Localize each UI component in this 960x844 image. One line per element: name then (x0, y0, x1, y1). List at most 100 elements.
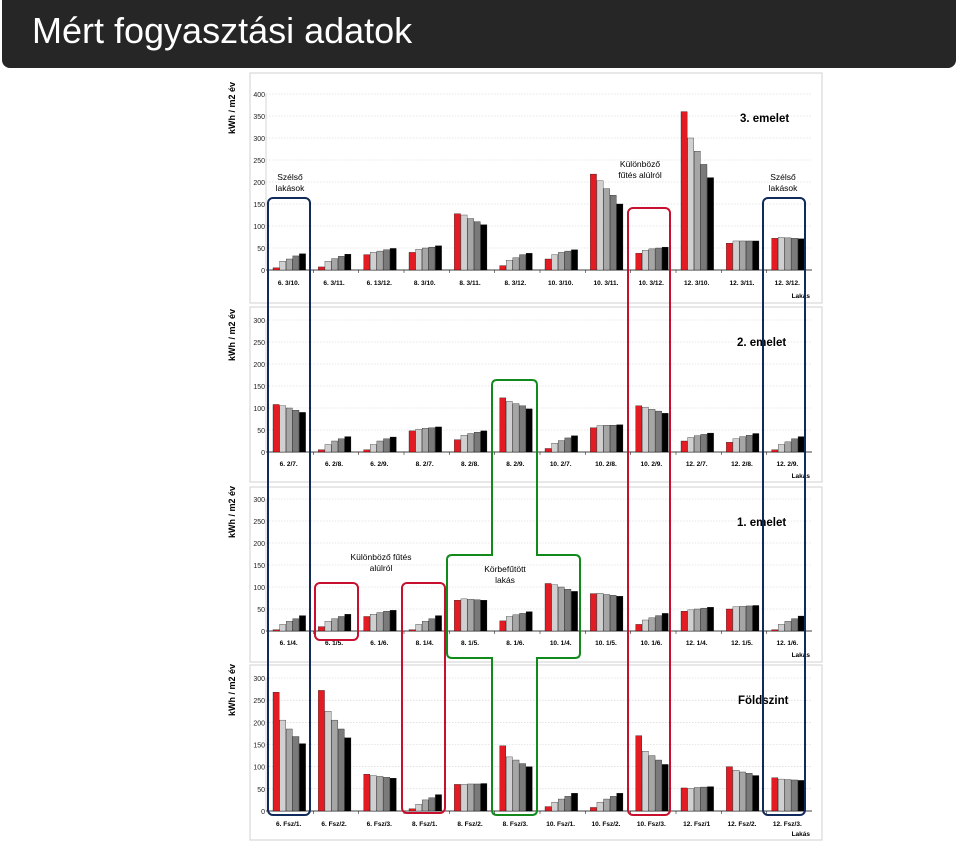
chart-panel-4: kWh / m2 év 0 50 100 150 200 250 300 6. Fsz/1. 6.… (222, 662, 823, 841)
x-tick-label: 8. Fsz/3. (503, 821, 528, 828)
bar (571, 591, 578, 632)
bar (680, 111, 688, 271)
bar (422, 428, 429, 453)
bar-group (408, 615, 442, 632)
bar (506, 401, 513, 453)
bar (752, 605, 760, 632)
bar (331, 719, 338, 812)
ylabel-bg (222, 484, 238, 540)
bar (655, 410, 662, 453)
bar (324, 711, 332, 812)
bar (376, 776, 384, 812)
bar (422, 621, 429, 632)
bar (460, 598, 468, 632)
y-axis-label: kWh / m2 év (227, 309, 237, 361)
x-tick-label: 12. 3/10. (684, 280, 709, 287)
bar (506, 260, 513, 271)
bar-group (680, 111, 714, 271)
bar-group (272, 253, 306, 271)
bar (694, 151, 701, 271)
x-tick-label: 12. 1/4. (686, 640, 708, 647)
x-tick-label: 8. 3/11. (459, 280, 481, 287)
y-tick-label: 150 (253, 563, 265, 570)
bar (726, 243, 733, 271)
x-tick-label: 10. 2/7. (550, 461, 572, 468)
x-tick-label: 10. 3/11. (594, 280, 619, 287)
y-tick-label: 0 (261, 450, 265, 457)
bar (344, 737, 352, 812)
bar-group (272, 692, 306, 812)
annotation-label: Körbefűtött lakás (484, 564, 526, 585)
x-tick-label: 10. 1/5. (595, 640, 617, 647)
bar (642, 250, 649, 271)
ylabel-bg (222, 306, 238, 364)
bar-group (363, 436, 397, 453)
bar-group (454, 213, 488, 271)
bar-group (499, 611, 533, 632)
bar (272, 267, 280, 271)
bar (324, 621, 332, 632)
bar (791, 618, 798, 632)
bar (616, 203, 624, 271)
bar (603, 594, 610, 632)
bar (512, 403, 520, 453)
bar-group (318, 436, 352, 453)
bar-group (680, 432, 714, 453)
bar (771, 629, 779, 632)
bar-group (771, 777, 805, 812)
x-tick-label: 12. 2/9. (776, 461, 798, 468)
bar-group (726, 766, 760, 812)
bar (551, 254, 558, 271)
bar (292, 410, 300, 453)
x-tick-label: 6. 13/12. (367, 280, 392, 287)
x-axis-label: Lakás (792, 652, 811, 659)
y-axis-label: kWh / m2 év (227, 82, 237, 134)
x-tick-label: 10. 1/4. (550, 640, 572, 647)
bar (694, 608, 701, 632)
y-tick-label: 200 (253, 362, 265, 369)
bar (512, 759, 520, 812)
bar-group (771, 436, 805, 453)
bar (435, 615, 442, 632)
bar (732, 240, 740, 271)
bar (648, 409, 656, 453)
bar (544, 448, 552, 453)
bar (603, 425, 610, 453)
highlight-box-8-14 (401, 582, 446, 814)
bar (655, 247, 662, 271)
bar (564, 796, 572, 812)
bar (467, 783, 474, 812)
bar (661, 246, 669, 271)
x-tick-label: 12. 3/11. (730, 280, 755, 287)
bar (344, 254, 352, 271)
bar (337, 616, 345, 632)
bar (707, 177, 714, 271)
bar (454, 213, 461, 271)
x-tick-label: 8. 2/9. (506, 461, 524, 468)
bar (784, 779, 792, 812)
bar (480, 430, 488, 453)
bar (797, 238, 805, 271)
x-tick-label: 6. 2/7. (280, 461, 298, 468)
x-tick-label: 10. 3/12. (639, 280, 664, 287)
bar (603, 188, 610, 271)
bar (519, 763, 526, 812)
bar (596, 180, 604, 271)
bar (467, 433, 474, 453)
bar (791, 779, 798, 812)
bar (564, 589, 572, 632)
bar (389, 610, 397, 632)
bar (564, 437, 572, 453)
y-axis-label: kWh / m2 év (227, 664, 237, 716)
x-tick-label: 8. 1/6. (506, 640, 524, 647)
x-tick-label: 8. Fsz/2. (457, 821, 482, 828)
bar-group (363, 774, 397, 812)
y-tick-label: 250 (253, 340, 265, 347)
bar (473, 432, 481, 453)
x-tick-label: 10. Fsz/3. (637, 821, 666, 828)
x-axis-label: Lakás (792, 473, 811, 480)
bar (519, 254, 526, 271)
bar (460, 784, 468, 812)
bar (415, 428, 422, 453)
bar (596, 593, 604, 632)
